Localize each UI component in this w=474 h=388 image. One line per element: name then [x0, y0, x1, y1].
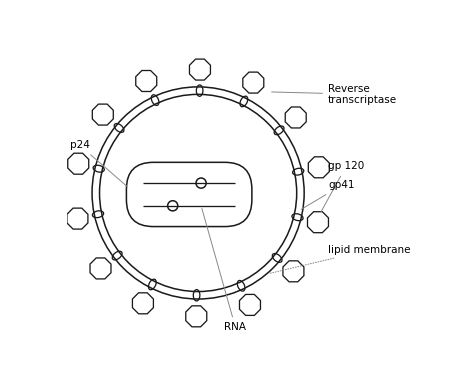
Text: Reverse
transcriptase: Reverse transcriptase: [272, 83, 397, 105]
Text: gp41: gp41: [301, 180, 355, 209]
Text: lipid membrane: lipid membrane: [269, 245, 410, 274]
Text: RNA: RNA: [202, 208, 246, 333]
Text: gp 120: gp 120: [321, 161, 365, 212]
Text: p24: p24: [70, 140, 128, 187]
